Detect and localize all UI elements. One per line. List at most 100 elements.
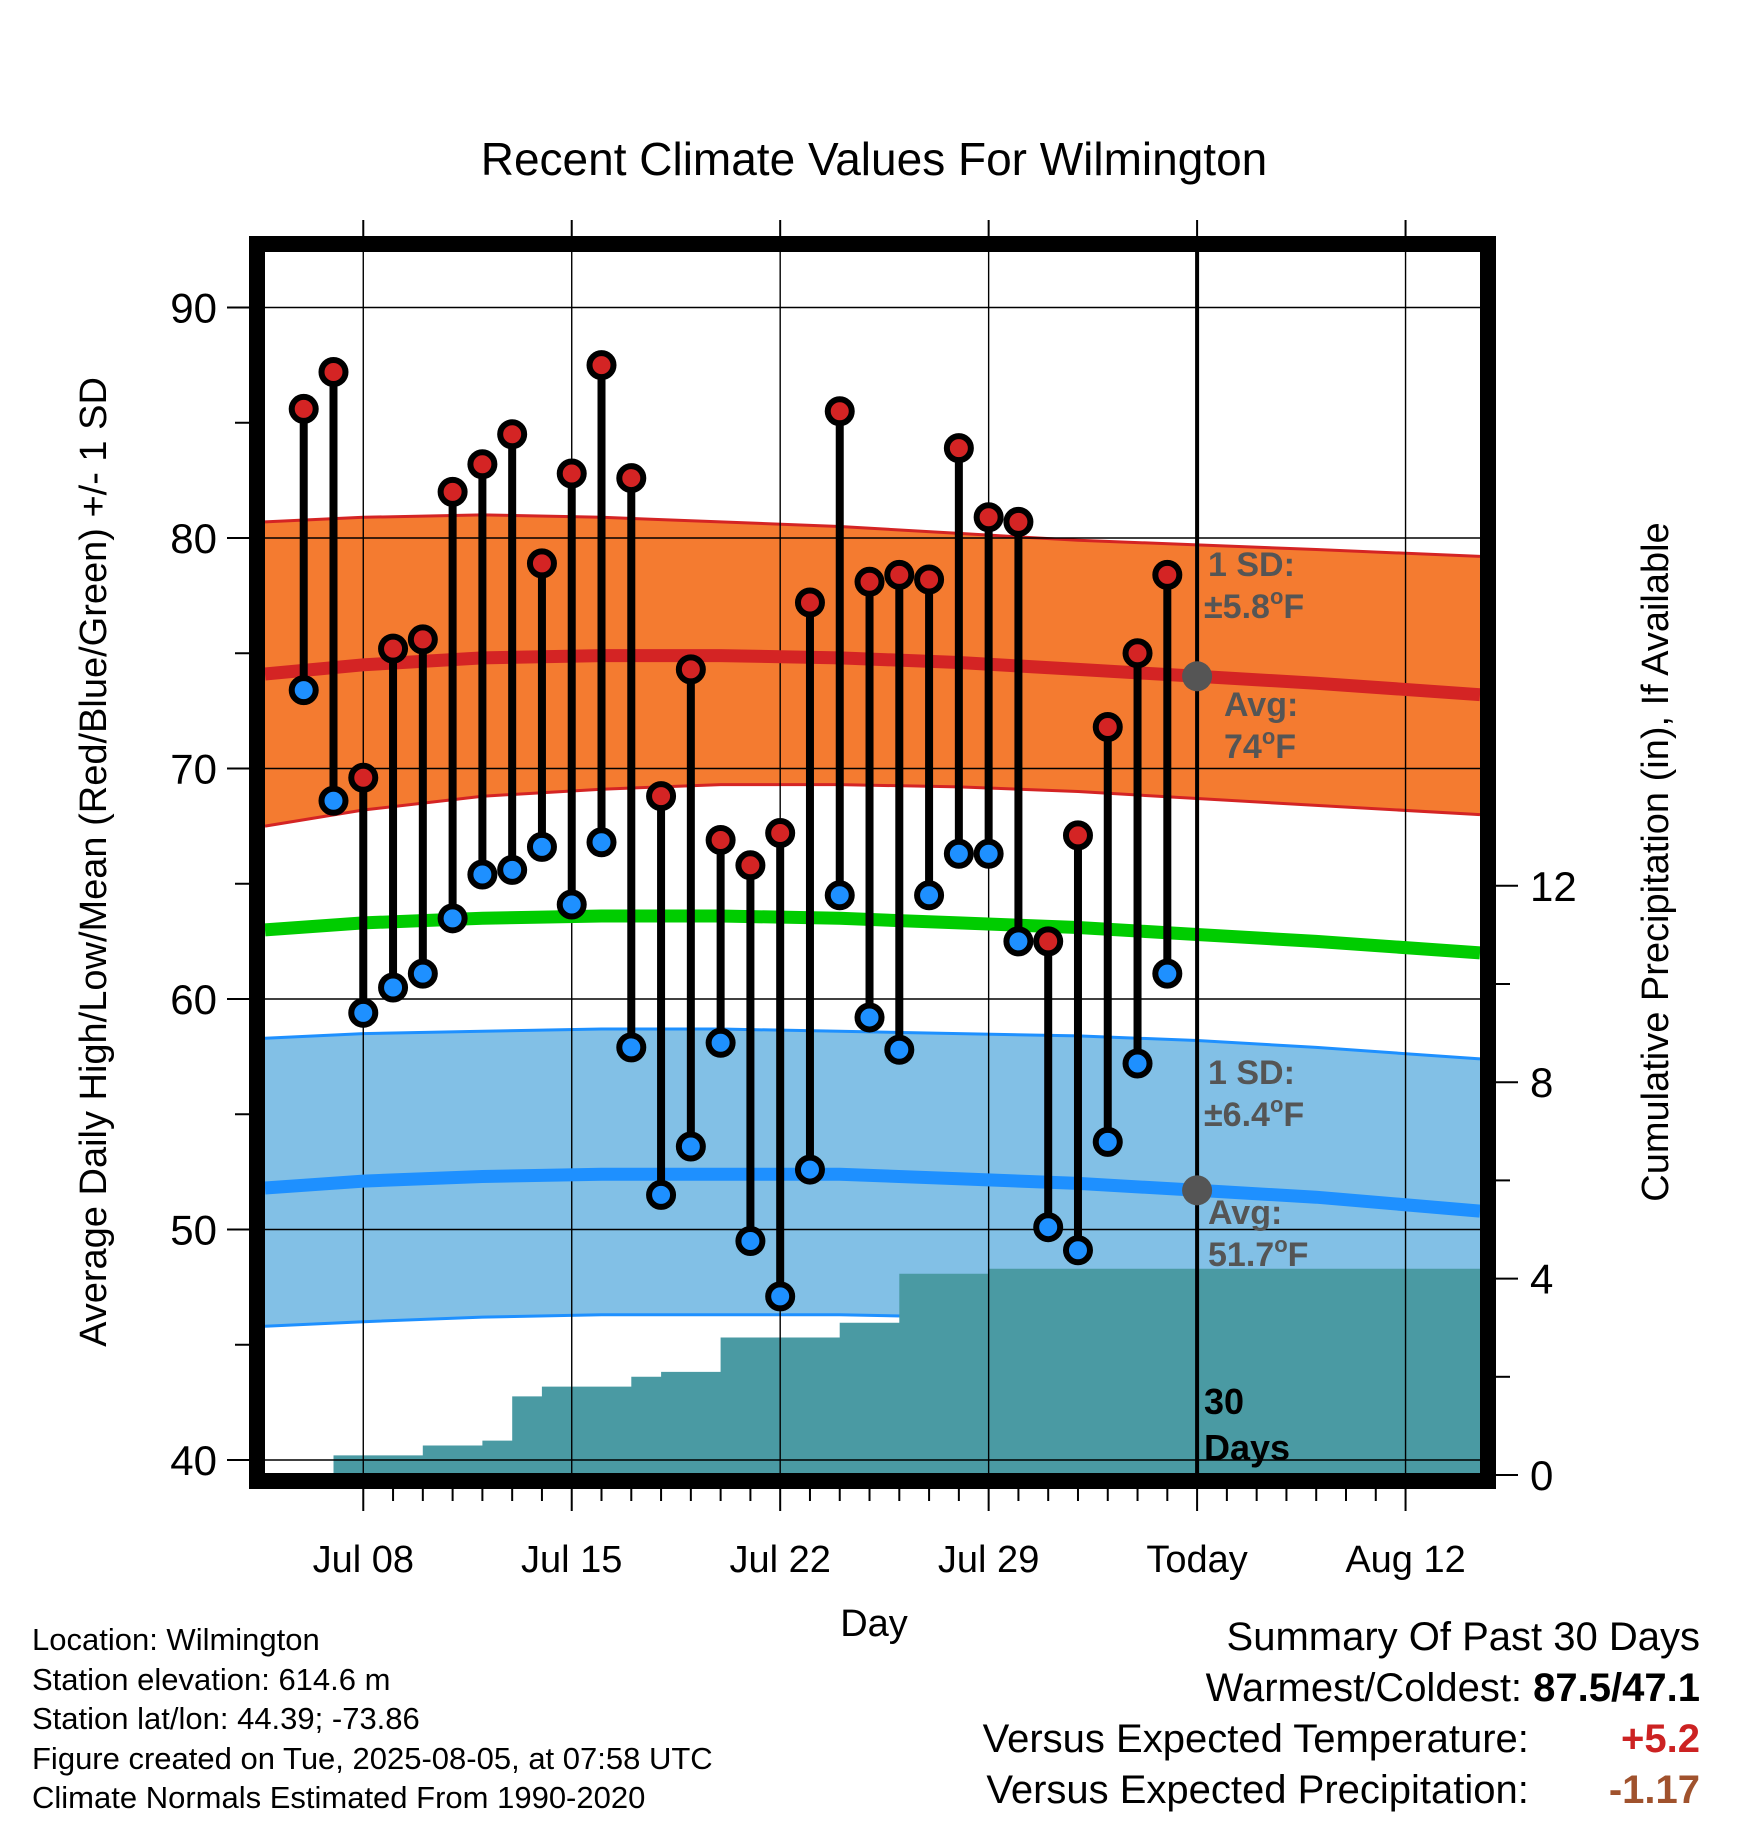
low-point bbox=[616, 1032, 647, 1063]
y2-tick-label: 4 bbox=[1530, 1256, 1553, 1303]
high-point bbox=[1033, 926, 1064, 957]
low-sd-value: ±6.4oF bbox=[1204, 1092, 1304, 1134]
high-point bbox=[1122, 638, 1153, 669]
high-point bbox=[288, 393, 319, 424]
y-tick-label: 40 bbox=[170, 1437, 217, 1484]
precipitation-area-group bbox=[265, 1268, 1480, 1475]
low-point bbox=[318, 785, 349, 816]
normals-text: Climate Normals Estimated From 1990-2020 bbox=[32, 1780, 646, 1815]
low-point bbox=[1152, 958, 1183, 989]
low-point bbox=[824, 880, 855, 911]
high-point bbox=[675, 654, 706, 685]
normal-low-line bbox=[264, 1167, 1481, 1218]
elevation-text: Station elevation: 614.6 m bbox=[32, 1661, 391, 1697]
warmest-coldest-row: Warmest/Coldest: 87.5/47.1 bbox=[983, 1663, 1700, 1714]
chart-title: Recent Climate Values For Wilmington bbox=[481, 133, 1268, 185]
high-point bbox=[824, 396, 855, 427]
high-point bbox=[437, 476, 468, 507]
low-point bbox=[1003, 926, 1034, 957]
low-point bbox=[467, 859, 498, 890]
low-point bbox=[794, 1154, 825, 1185]
y-tick-label: 90 bbox=[170, 285, 217, 332]
low-point bbox=[765, 1281, 796, 1312]
temp-anomaly-label: Versus Expected Temperature: bbox=[982, 1717, 1529, 1761]
plot-frame bbox=[249, 236, 1496, 1489]
x-tick-label: Jul 08 bbox=[313, 1539, 414, 1581]
high-point bbox=[914, 564, 945, 595]
low-point bbox=[1033, 1212, 1064, 1243]
days-count-number: 30 bbox=[1204, 1381, 1244, 1422]
low-sd-band bbox=[265, 1029, 1480, 1341]
low-avg-label: Avg: bbox=[1208, 1194, 1282, 1232]
low-point bbox=[586, 827, 617, 858]
x-tick-label: Jul 15 bbox=[521, 1539, 622, 1581]
x-tick-label: Jul 22 bbox=[729, 1539, 830, 1581]
high-point bbox=[556, 458, 587, 489]
low-avg-marker bbox=[1182, 1175, 1213, 1206]
high-avg-label: Avg: bbox=[1224, 686, 1298, 724]
x-tick-label: Aug 12 bbox=[1345, 1539, 1465, 1581]
high-point bbox=[1062, 820, 1093, 851]
low-point bbox=[1092, 1126, 1123, 1157]
warmest-coldest-label: Warmest/Coldest: bbox=[1205, 1666, 1523, 1710]
high-point bbox=[854, 566, 885, 597]
low-point bbox=[973, 838, 1004, 869]
y-tick-label: 60 bbox=[170, 976, 217, 1023]
high-point bbox=[586, 350, 617, 381]
axes: 40 50 60 70 80 90 0 4 8 12 Jul 08 Jul 15 Jul 22 Jul 2… bbox=[170, 220, 1577, 1581]
low-point bbox=[735, 1226, 766, 1257]
low-point bbox=[437, 903, 468, 934]
high-point bbox=[616, 463, 647, 494]
location-text: Location: Wilmington bbox=[32, 1622, 320, 1657]
high-point bbox=[973, 502, 1004, 533]
y2-tick-label: 12 bbox=[1530, 863, 1577, 910]
x-tick-label: Jul 29 bbox=[938, 1539, 1039, 1581]
high-point bbox=[318, 357, 349, 388]
high-point bbox=[943, 433, 974, 464]
low-upper-edge bbox=[264, 1027, 1481, 1061]
summary-panel: Summary Of Past 30 Days Warmest/Coldest:… bbox=[983, 1612, 1700, 1816]
temp-anomaly-row: Versus Expected Temperature: +5.2 bbox=[983, 1714, 1700, 1765]
precip-anomaly-row: Versus Expected Precipitation: -1.17 bbox=[983, 1765, 1700, 1816]
low-point bbox=[1062, 1235, 1093, 1266]
low-point bbox=[378, 972, 409, 1003]
daily-range-series bbox=[288, 350, 1183, 1312]
plot-border bbox=[249, 236, 1496, 1489]
precipitation-area bbox=[265, 1268, 1480, 1475]
days-count-label: Days bbox=[1204, 1427, 1290, 1468]
low-point bbox=[675, 1131, 706, 1162]
y2-tick-label: 8 bbox=[1530, 1059, 1553, 1106]
precip-anomaly-value: -1.17 bbox=[1608, 1768, 1700, 1812]
summary-title: Summary Of Past 30 Days bbox=[1226, 1615, 1700, 1659]
x-tick-label: Today bbox=[1146, 1539, 1247, 1581]
high-point bbox=[497, 419, 528, 450]
high-point bbox=[407, 624, 438, 655]
high-sd-label: 1 SD: bbox=[1208, 546, 1295, 584]
precip-anomaly-label: Versus Expected Precipitation: bbox=[986, 1768, 1529, 1812]
high-point bbox=[1092, 712, 1123, 743]
station-info: Location: Wilmington Station elevation: … bbox=[32, 1620, 713, 1818]
high-point bbox=[378, 633, 409, 664]
high-point bbox=[1152, 559, 1183, 590]
low-point bbox=[705, 1027, 736, 1058]
low-point bbox=[288, 675, 319, 706]
low-point bbox=[407, 958, 438, 989]
low-point bbox=[497, 854, 528, 885]
high-point bbox=[884, 559, 915, 590]
low-point bbox=[1122, 1048, 1153, 1079]
created-text: Figure created on Tue, 2025-08-05, at 07… bbox=[32, 1740, 713, 1776]
low-point bbox=[914, 880, 945, 911]
y-tick-label: 70 bbox=[170, 746, 217, 793]
high-point bbox=[794, 587, 825, 618]
high-point bbox=[348, 762, 379, 793]
warmest-coldest-value: 87.5/47.1 bbox=[1533, 1666, 1700, 1710]
high-avg-marker bbox=[1182, 661, 1213, 692]
high-point bbox=[467, 449, 498, 480]
high-point bbox=[526, 548, 557, 579]
high-point bbox=[646, 781, 677, 812]
temp-anomaly-value: +5.2 bbox=[1621, 1717, 1700, 1761]
low-point bbox=[646, 1179, 677, 1210]
low-point bbox=[348, 997, 379, 1028]
y2-axis-label: Cumulative Precipitation (in), If Availa… bbox=[1635, 522, 1677, 1201]
